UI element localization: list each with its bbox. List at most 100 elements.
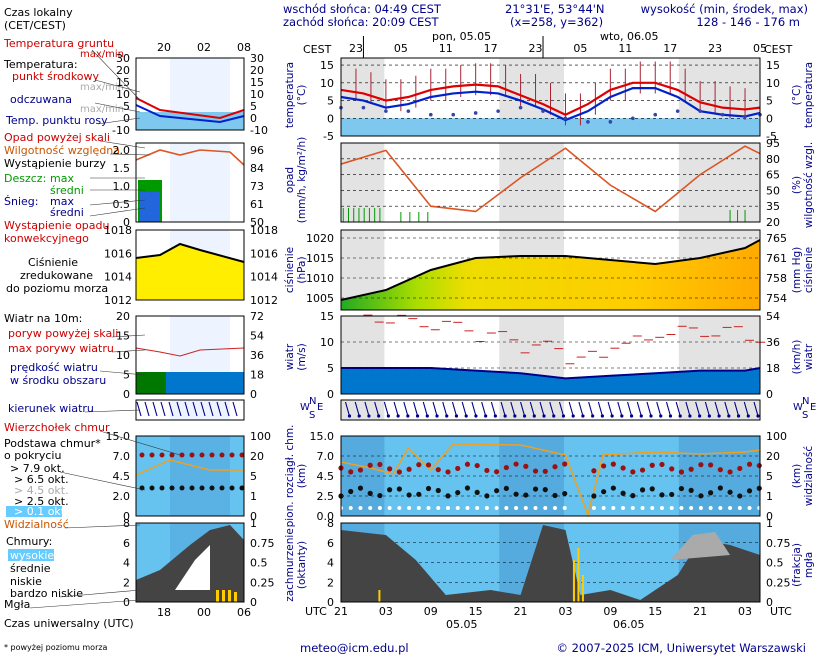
dew-point-dot	[428, 112, 433, 117]
cloud-base-dot-low	[679, 506, 684, 510]
vis-tick-right-2: 5	[766, 470, 773, 483]
legend-humidity: Wilgotność względna	[4, 144, 120, 157]
wind-dir-head	[727, 414, 731, 418]
mini-temp-r-5: 0	[250, 112, 257, 125]
sunset-text: zachód słońca: 20:09 CEST	[283, 15, 440, 29]
mini-cc-l-1: 6	[123, 537, 130, 550]
footer-email[interactable]: meteo@icm.edu.pl	[300, 641, 409, 655]
cc-tick-left-2: 4	[327, 557, 334, 570]
bottom-tick-2: 09	[424, 605, 438, 618]
legend-utc: Czas uniwersalny (UTC)	[4, 617, 134, 630]
legend-middle: średnie	[10, 562, 51, 575]
cloud-base-dot	[727, 489, 733, 495]
dir-w-right: W	[793, 402, 803, 413]
wind-dir-arrow	[578, 401, 584, 417]
mini-dir-arrow	[184, 401, 190, 417]
wind-dir-arrow	[558, 401, 565, 417]
cloud-label-left: pion. rozciągł. chm.	[284, 425, 296, 528]
day2-bottom: 06.05	[613, 618, 645, 631]
cloud-top-dot	[669, 466, 675, 472]
legend-pointer-12	[99, 370, 146, 376]
legend-rain-avg: średni	[50, 184, 84, 197]
mini-cc-r-4: 0	[250, 596, 257, 609]
wind-tick-right-1: 36	[766, 336, 780, 349]
cc-label-left: zachmurzenie	[284, 528, 296, 602]
cloud-top-dot	[659, 461, 665, 468]
temp-tick-left-0: 15	[320, 59, 334, 72]
cloud-cover-area	[341, 525, 760, 602]
wind-dir-arrow	[403, 401, 409, 417]
wind-dir-head	[532, 414, 536, 418]
wind-dir-head	[445, 414, 449, 418]
cloud-base-dot-low	[504, 506, 509, 510]
cloud-base-dot-low	[562, 506, 567, 510]
m-cc-frame	[135, 522, 245, 603]
wind-dir-arrow	[607, 401, 613, 417]
wind-dir-head	[581, 414, 585, 418]
cloud-base-dot	[542, 487, 548, 493]
press-label-left: ciśnienie	[284, 247, 296, 293]
legend-soil-temp: Temperatura gruntu	[3, 37, 114, 50]
dew-point-dot	[608, 120, 613, 124]
mini-wind-r-2: 36	[250, 349, 264, 362]
mini-press-r-3: 1012	[250, 294, 278, 307]
wind-tick-right-0: 54	[766, 310, 780, 323]
legend-pressure3: do poziomu morza	[6, 282, 108, 295]
mini-fog-bar-1	[222, 590, 225, 602]
legend-pointer-9	[89, 207, 146, 217]
cloud-top-dot	[532, 468, 539, 474]
footer-copyright: © 2007-2025 ICM, Uniwersytet Warszawski	[556, 641, 806, 655]
cloud-base-dot	[678, 485, 685, 492]
pressure-area	[341, 240, 760, 310]
wind-dir-head	[435, 414, 439, 418]
wind-dir-arrow	[714, 401, 720, 417]
mini-cc-r-3: 0.25	[250, 576, 275, 589]
cloud-tick-left-1: 7.0	[317, 450, 335, 463]
fog-label-right: mgła	[803, 552, 815, 578]
vis-tick-right-1: 20	[766, 450, 780, 463]
mini-utc-tick-2: 06	[237, 606, 251, 619]
mini-temp-r-4: 5	[250, 100, 257, 113]
cloud-base-dot	[601, 489, 607, 495]
dir-e-right: E	[810, 402, 816, 413]
cloud-base-dot-low	[621, 506, 626, 510]
mini-cloud-top-dot	[229, 452, 235, 458]
legend-high-bg	[8, 549, 54, 561]
top-tick-8: 23	[708, 42, 722, 55]
day1-top: pon, 05.05	[432, 30, 491, 43]
temp-tick-left-2: 5	[327, 95, 334, 108]
press-unit-left: (hPa)	[296, 256, 308, 283]
cloud-base-dot	[474, 489, 480, 495]
mini-wind-l-0: 20	[116, 310, 130, 323]
cloud-base-dot	[406, 492, 412, 498]
mini-wind-l-2: 10	[116, 349, 130, 362]
wind-dir-arrow	[500, 401, 506, 417]
cloud-base-dot-low	[348, 506, 353, 510]
cloud-base-dot	[746, 488, 753, 494]
cloud-tick-left-0: 15.0	[310, 430, 335, 443]
top-tick-9: 05	[753, 42, 767, 55]
pressure-line	[340, 239, 761, 301]
m-press-frame	[135, 229, 245, 301]
mini-cloud-top-dot	[139, 452, 145, 458]
wind-dir-arrow	[413, 401, 419, 417]
temp-panel-frame	[340, 57, 761, 137]
cc-tick-left-0: 8	[327, 517, 334, 530]
wind-dir-arrow	[354, 401, 360, 417]
cloud-base-dot-low	[533, 506, 538, 510]
mini-cloud-r-0: 100	[250, 430, 271, 443]
mini-temp-l-5: 0	[123, 112, 130, 125]
mini-wind-l-1: 15	[116, 330, 130, 343]
wind-dir-head	[591, 414, 595, 418]
cloud-top-dot	[746, 461, 753, 467]
wind-dir-arrow	[461, 401, 467, 417]
humidity-line	[340, 145, 761, 213]
cloud-base-dot-low	[650, 506, 655, 510]
wind-dir-head	[668, 414, 673, 418]
wind-dir-arrow	[568, 401, 574, 417]
cloud-base-dot-low	[387, 506, 392, 510]
mini-temp-l-1: 20	[116, 64, 130, 77]
cloud-base-dot-low	[407, 506, 412, 510]
mini-cc-white	[175, 545, 210, 590]
precip-panel-frame	[340, 142, 761, 223]
